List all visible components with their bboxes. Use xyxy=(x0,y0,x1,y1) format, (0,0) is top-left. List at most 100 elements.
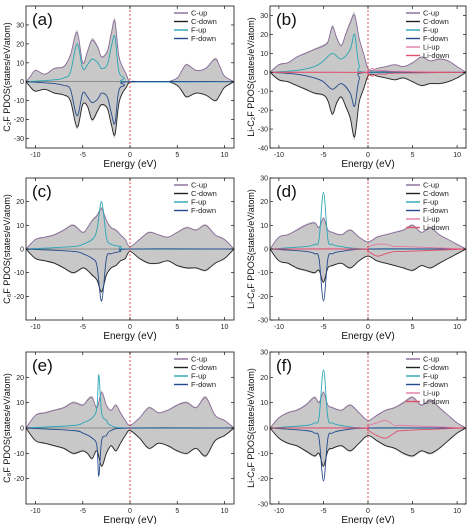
x-tick-label: 5 xyxy=(411,152,415,159)
series-line-c-down xyxy=(270,71,466,138)
y-tick-label: -20 xyxy=(14,476,24,483)
y-tick-label: 10 xyxy=(16,223,24,230)
y-tick-label: -30 xyxy=(258,502,268,509)
y-tick-label: 0 xyxy=(264,70,268,77)
dos-fill-up xyxy=(270,12,466,73)
panel-label: (a) xyxy=(32,10,53,29)
x-tick-label: 10 xyxy=(453,508,461,515)
x-tick-label: 0 xyxy=(366,324,370,331)
x-tick-label: 0 xyxy=(128,152,132,159)
y-tick-label: 0 xyxy=(20,247,24,254)
legend-entry: F-down xyxy=(191,380,216,389)
y-tick-label: -10 xyxy=(258,451,268,458)
dos-fill-down xyxy=(26,81,234,139)
y-tick-label: -10 xyxy=(258,270,268,277)
x-tick-label: 10 xyxy=(453,152,461,159)
y-tick-label: -20 xyxy=(258,108,268,115)
legend-entry: F-down xyxy=(423,380,448,389)
y-tick-label: 20 xyxy=(16,375,24,382)
plot-area xyxy=(270,369,466,482)
y-tick-label: -10 xyxy=(258,89,268,96)
x-tick-label: 10 xyxy=(221,152,229,159)
series-line-c-down xyxy=(270,427,466,467)
y-tick-label: -20 xyxy=(258,294,268,301)
x-axis-label: Energy (eV) xyxy=(341,515,394,524)
x-tick-label: 5 xyxy=(411,324,415,331)
x-axis-label: Energy (eV) xyxy=(103,159,156,170)
x-tick-label: 0 xyxy=(128,324,132,331)
y-tick-label: -30 xyxy=(258,127,268,134)
y-tick-label: -30 xyxy=(258,318,268,325)
legend-entry: C-up xyxy=(191,355,207,364)
panel-c: -10 -5 0 5 10 -20 -10 0 10 20 Energy (eV) C₆F PDOS(… xyxy=(2,177,235,342)
x-tick-label: 0 xyxy=(128,508,132,515)
y-tick-label: -20 xyxy=(14,294,24,301)
y-tick-label: -20 xyxy=(258,476,268,483)
x-tick-label: 10 xyxy=(221,324,229,331)
series-line-f-down xyxy=(270,71,466,107)
panel-label: (e) xyxy=(32,356,53,375)
legend-entry: C-down xyxy=(423,363,449,372)
x-tick-label: 10 xyxy=(221,508,229,515)
panel-label: (f) xyxy=(276,356,292,375)
y-tick-label: -10 xyxy=(14,451,24,458)
dos-fill-down xyxy=(26,249,234,294)
x-tick-label: -10 xyxy=(274,324,284,331)
y-tick-label: 0 xyxy=(20,79,24,86)
legend-entry: Li-up xyxy=(423,43,440,52)
plot-area xyxy=(26,201,234,302)
legend-entry: C-up xyxy=(423,9,439,18)
x-tick-label: -10 xyxy=(30,152,40,159)
series-line-f-down xyxy=(26,248,234,302)
legend-entry: C-down xyxy=(191,189,217,198)
legend-entry: Li-up xyxy=(423,389,440,398)
x-tick-label: 10 xyxy=(453,324,461,331)
panel-label: (b) xyxy=(276,10,297,29)
x-tick-label: -5 xyxy=(80,508,86,515)
y-tick-label: 10 xyxy=(260,51,268,58)
y-axis-label: C₈F PDOS(states/eV/atom) xyxy=(2,373,12,483)
plot-area xyxy=(26,374,234,477)
y-tick-label: 10 xyxy=(16,60,24,67)
y-axis-label: Li-C₂F PDOS(states/eV/atom) xyxy=(246,17,256,137)
y-tick-label: 10 xyxy=(16,400,24,407)
legend-entry: C-down xyxy=(423,17,449,26)
series-line-li-down xyxy=(270,427,466,439)
legend-entry: F-down xyxy=(191,206,216,215)
y-tick-label: 30 xyxy=(260,13,268,20)
y-tick-label: 20 xyxy=(260,375,268,382)
x-tick-label: -10 xyxy=(274,508,284,515)
legend-entry: Li-down xyxy=(423,51,449,60)
panel-f: -10 -5 0 5 10 -30 -20 -10 0 10 20 30 Energy (eV) Li-C… xyxy=(246,350,467,524)
x-tick-label: -5 xyxy=(80,324,86,331)
series-line-li-down xyxy=(270,248,466,257)
legend-entry: C-down xyxy=(191,363,217,372)
series-line-c-up xyxy=(26,20,234,83)
legend-entry: Li-down xyxy=(423,397,449,406)
panel-d: -10 -5 0 5 10 -30 -20 -10 0 10 20 30 Energy (eV) Li-C… xyxy=(246,176,467,342)
x-tick-label: -10 xyxy=(30,508,40,515)
panel-label: (c) xyxy=(32,182,52,201)
plot-area xyxy=(270,191,466,302)
x-axis-label: Energy (eV) xyxy=(103,331,156,342)
legend-entry: F-up xyxy=(423,198,438,207)
legend-entry: F-up xyxy=(191,198,206,207)
legend-entry: F-up xyxy=(423,26,438,35)
legend-entry: F-down xyxy=(423,34,448,43)
series-line-f-up xyxy=(26,374,234,429)
panel-a: -10 -5 0 5 10 -30 -20 -10 0 10 20 30 Energy (eV) C₂F … xyxy=(2,5,235,170)
y-tick-label: 0 xyxy=(264,247,268,254)
panel-label: (d) xyxy=(276,182,297,201)
y-tick-label: -10 xyxy=(14,98,24,105)
series-line-c-down xyxy=(270,248,466,283)
series-line-f-up xyxy=(26,35,234,83)
y-tick-label: 20 xyxy=(16,41,24,48)
series-line-c-up xyxy=(26,208,234,250)
y-tick-label: 20 xyxy=(16,199,24,206)
y-axis-label: C₂F PDOS(states/eV/atom) xyxy=(2,22,12,132)
series-line-c-up xyxy=(270,14,466,73)
